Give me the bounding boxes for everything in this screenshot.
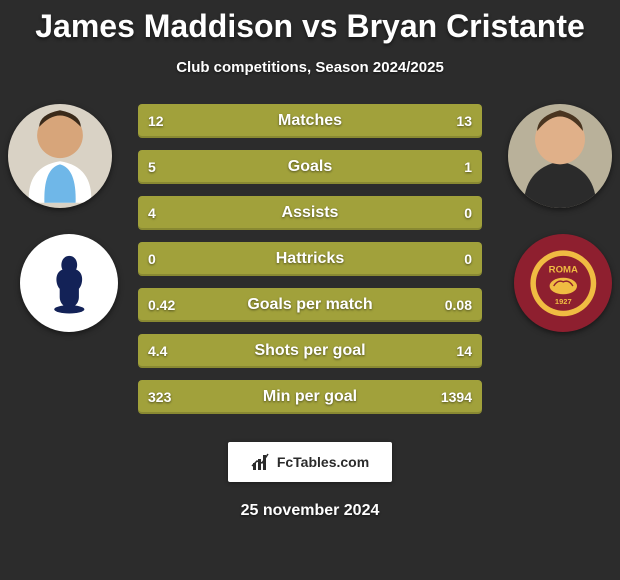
stat-label: Goals per match: [138, 296, 482, 314]
stat-row: 0.42Goals per match0.08: [138, 288, 482, 322]
stat-left-value: 0.42: [148, 297, 175, 313]
stat-row: 4Assists0: [138, 196, 482, 230]
stat-row: 5Goals1: [138, 150, 482, 184]
club-left-badge: [20, 234, 118, 332]
chart-icon: [251, 452, 271, 472]
stat-bars: 12Matches135Goals14Assists00Hattricks00.…: [138, 104, 482, 426]
stat-label: Goals: [138, 158, 482, 176]
stat-label: Shots per goal: [138, 342, 482, 360]
stat-left-value: 0: [148, 251, 156, 267]
tottenham-crest-icon: [35, 249, 104, 318]
stat-label: Matches: [138, 112, 482, 130]
source-badge: FcTables.com: [228, 442, 392, 482]
roma-crest-icon: ROMA 1927: [529, 249, 598, 318]
stat-row: 323Min per goal1394: [138, 380, 482, 414]
stat-left-value: 4: [148, 205, 156, 221]
player-left-avatar-icon: [8, 104, 112, 208]
stat-right-value: 13: [456, 113, 472, 129]
stat-left-value: 5: [148, 159, 156, 175]
stat-right-value: 1394: [441, 389, 472, 405]
comparison-arena: ROMA 1927 12Matches135Goals14Assists00Ha…: [0, 104, 620, 424]
player-left-avatar: [8, 104, 112, 208]
stat-right-value: 0.08: [445, 297, 472, 313]
stat-row: 12Matches13: [138, 104, 482, 138]
stat-row: 0Hattricks0: [138, 242, 482, 276]
player-right-avatar-icon: [508, 104, 612, 208]
stat-label: Assists: [138, 204, 482, 222]
stat-row: 4.4Shots per goal14: [138, 334, 482, 368]
stat-right-value: 1: [464, 159, 472, 175]
stat-left-value: 4.4: [148, 343, 167, 359]
svg-text:ROMA: ROMA: [548, 264, 577, 275]
player-right-avatar: [508, 104, 612, 208]
stat-label: Min per goal: [138, 388, 482, 406]
stat-right-value: 14: [456, 343, 472, 359]
comparison-title: James Maddison vs Bryan Cristante: [0, 0, 620, 45]
stat-left-value: 323: [148, 389, 171, 405]
comparison-subtitle: Club competitions, Season 2024/2025: [0, 59, 620, 76]
stat-right-value: 0: [464, 251, 472, 267]
comparison-date: 25 november 2024: [0, 502, 620, 520]
club-right-badge: ROMA 1927: [514, 234, 612, 332]
svg-text:1927: 1927: [555, 297, 572, 306]
stat-left-value: 12: [148, 113, 164, 129]
source-badge-text: FcTables.com: [277, 454, 369, 470]
stat-label: Hattricks: [138, 250, 482, 268]
stat-right-value: 0: [464, 205, 472, 221]
